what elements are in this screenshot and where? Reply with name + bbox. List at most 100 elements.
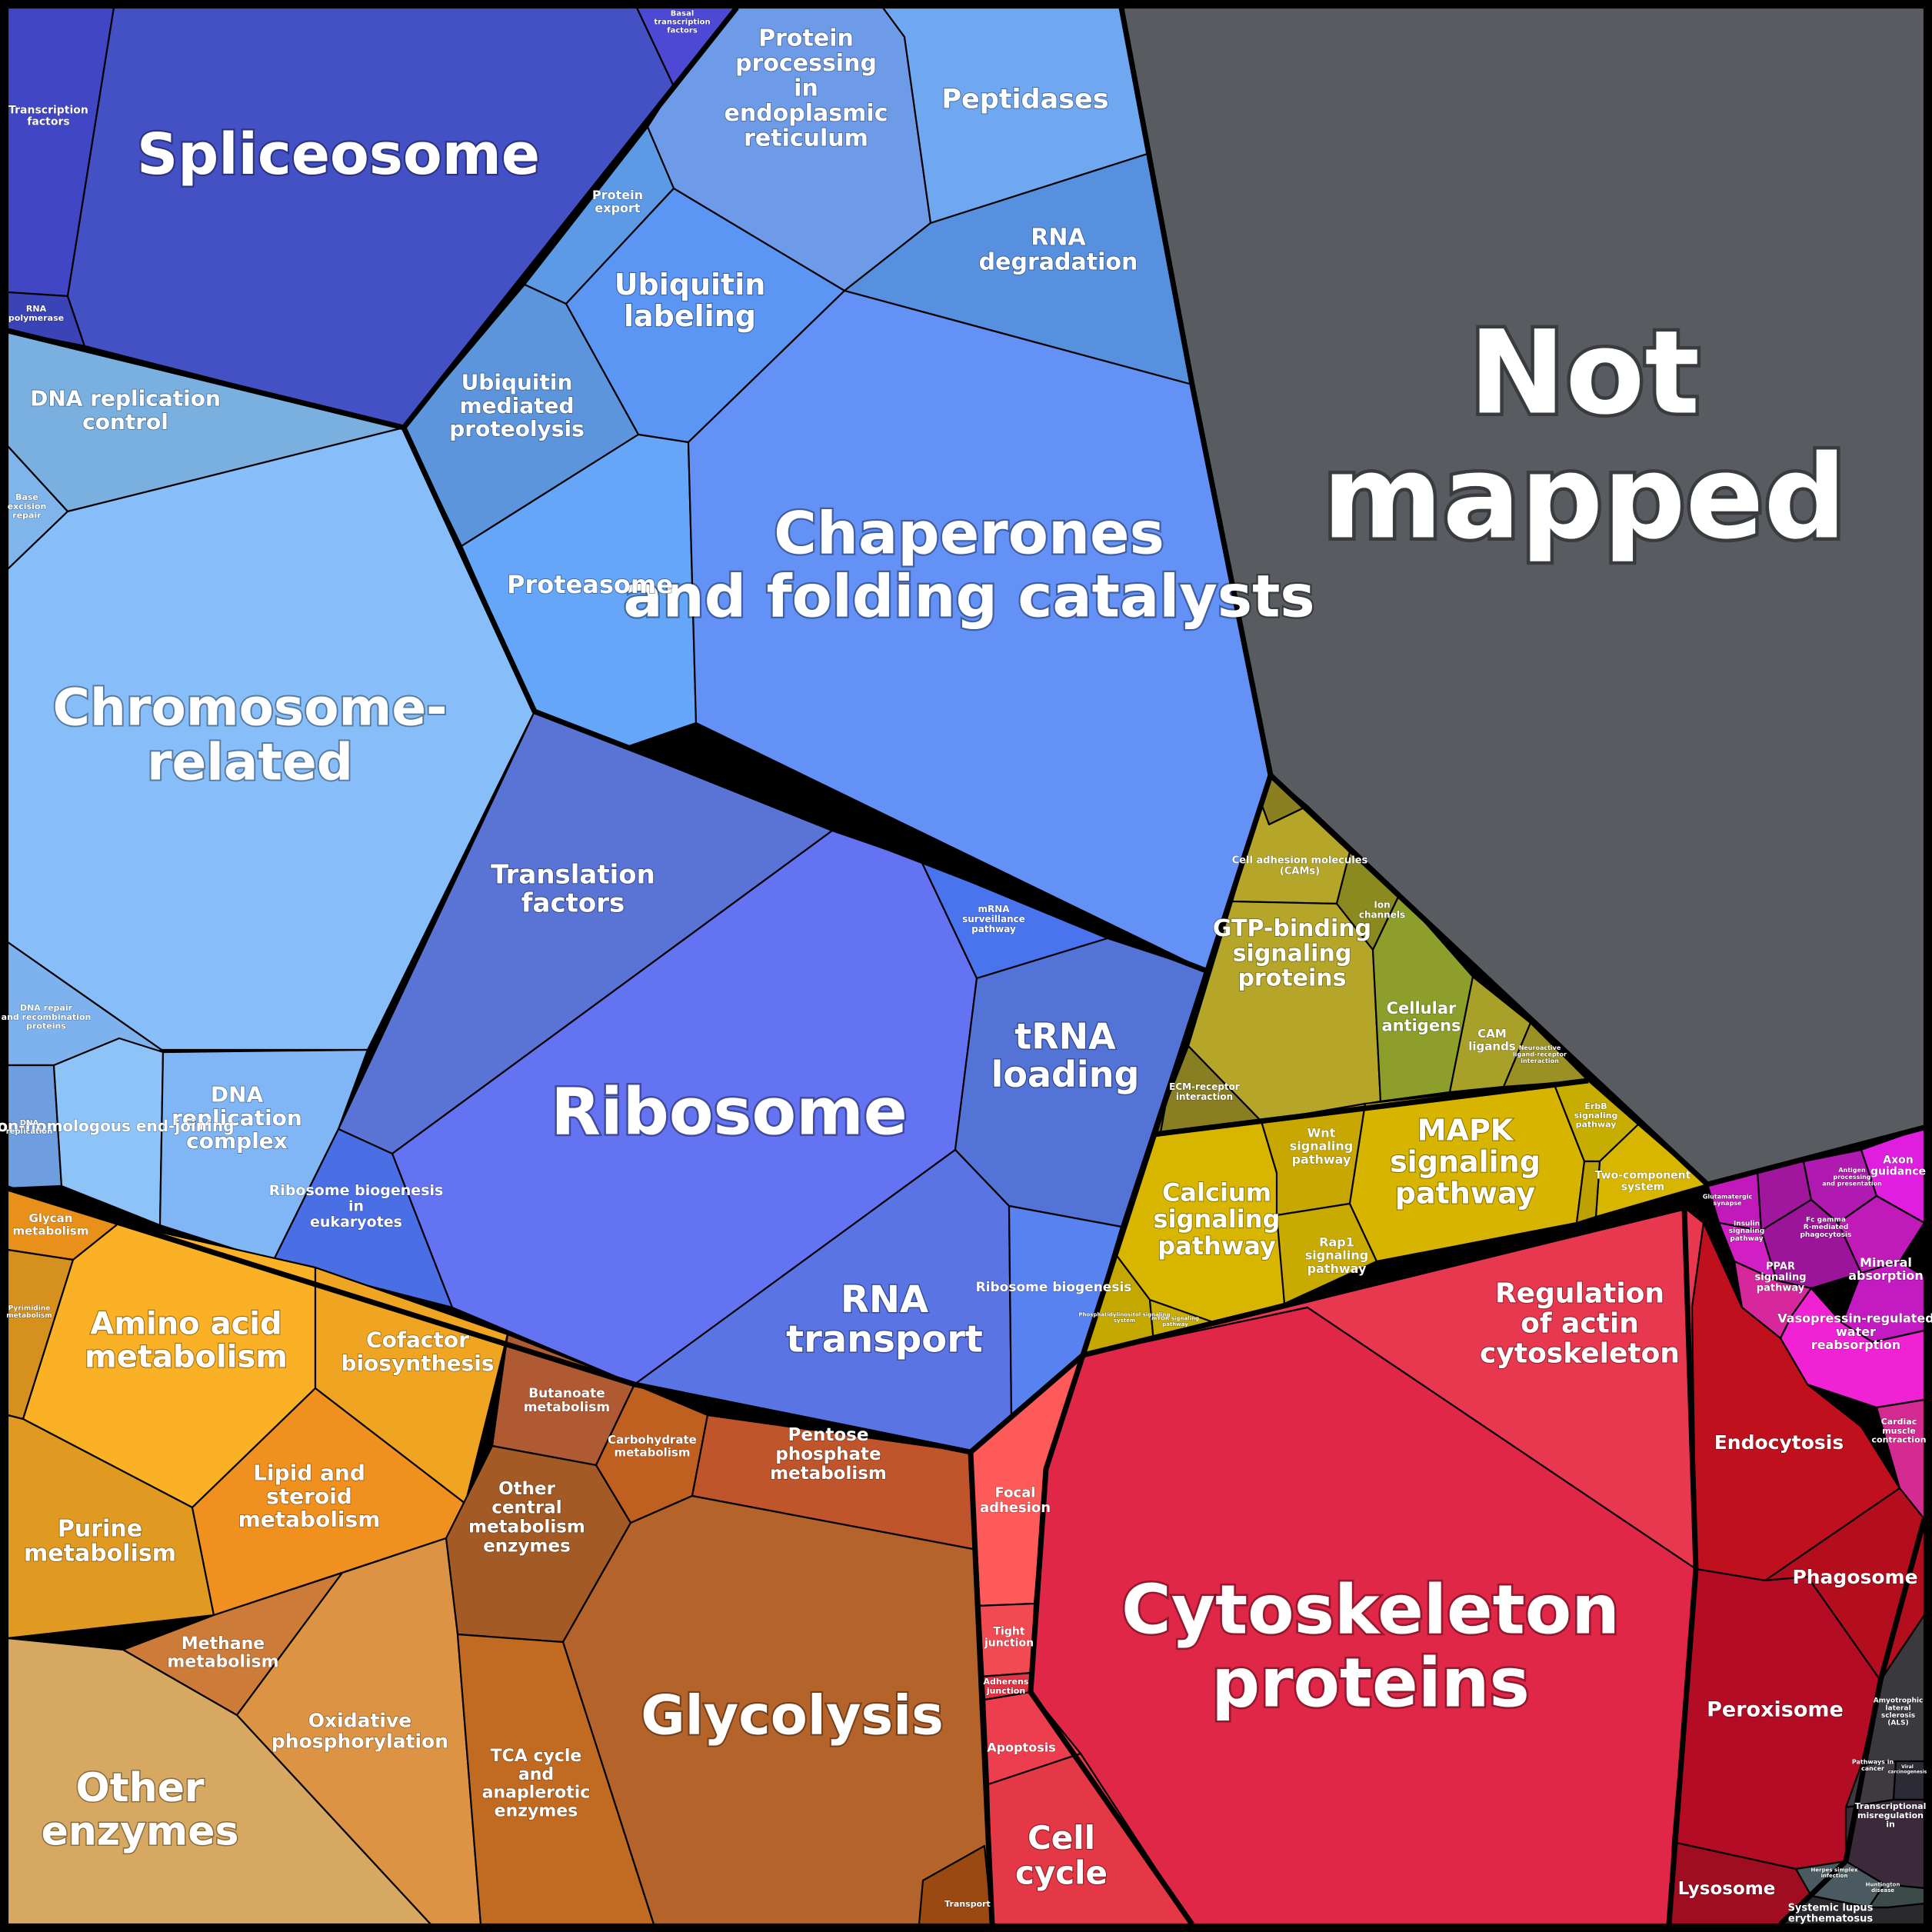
border-signal-split — [1153, 1078, 1589, 1138]
label-pentose: Pentose phosphate metabolism — [770, 1425, 887, 1484]
label-two-component: Two-component system — [1595, 1169, 1691, 1193]
label-cardiac: Cardiac muscle contraction — [1872, 1417, 1927, 1445]
label-chaperones: Chaperones and folding catalysts — [623, 499, 1314, 631]
label-endocytosis: Endocytosis — [1714, 1431, 1844, 1454]
cell-tca — [456, 1633, 655, 1926]
label-purine: Purine metabolism — [24, 1515, 176, 1567]
label-axon-guidance: Axon guidance — [1870, 1154, 1926, 1178]
label-spliceosome: Spliceosome — [137, 122, 540, 188]
label-lipid: Lipid and steroid metabolism — [238, 1461, 381, 1532]
label-herpes: Herpes simplex infection — [1811, 1867, 1858, 1880]
border-genetic-info — [6, 774, 1274, 1455]
label-proteasome: Proteasome — [507, 570, 673, 599]
label-ion-channels: Ion channels — [1359, 900, 1405, 921]
cell-jak-stat — [1575, 1160, 1601, 1224]
label-sle: Systemic lupus erythematosus — [1788, 1903, 1874, 1925]
label-cytoskeleton-proteins: Cytoskeleton proteins — [1121, 1570, 1620, 1722]
label-dna-repair: DNA repair and recombination proteins — [2, 1003, 92, 1031]
border-organelles — [1666, 1207, 1699, 1925]
label-gtp-binding: GTP-binding signaling proteins — [1213, 915, 1371, 992]
label-peroxisome: Peroxisome — [1707, 1697, 1844, 1721]
label-nhej: Non-homologous end-joining — [0, 1117, 234, 1135]
label-dna-replication-complex: DNA replication complex — [172, 1082, 302, 1154]
cell-ribosome-biogenesis-euk — [271, 1128, 454, 1309]
label-trna-loading: tRNA loading — [991, 1015, 1140, 1095]
label-tca: TCA cycle and anaplerotic enzymes — [482, 1747, 591, 1820]
label-butanoate: Butanoate metabolism — [524, 1386, 610, 1415]
label-focal-adhesion: Focal adhesion — [980, 1485, 1051, 1516]
label-cofactor: Cofactor biosynthesis — [341, 1327, 495, 1376]
label-dna-replication-control: DNA replication control — [30, 386, 221, 435]
label-transcription-factors: Transcription factors — [8, 104, 88, 128]
label-base-excision-repair: Base excision repair — [8, 492, 47, 521]
label-protein-export: Protein export — [592, 188, 643, 215]
label-ubiquitin-labeling: Ubiquitin labeling — [615, 268, 766, 333]
cell-magenta-small-2 — [1837, 1194, 1926, 1274]
label-methane: Methane metabolism — [167, 1634, 278, 1672]
label-neuroactive: Neuroactive ligand-receptor interaction — [1513, 1044, 1567, 1064]
label-vasopressin: Vasopressin-regulated water reabsorption — [1777, 1311, 1932, 1353]
label-mtor: mTOR signaling pathway — [1151, 1316, 1199, 1328]
label-rna-transport: RNA transport — [786, 1278, 983, 1361]
label-mineral-absorption: Mineral absorption — [1848, 1255, 1924, 1283]
label-viral-carcinogenesis: Viral carcinogenesis — [1888, 1764, 1927, 1774]
label-regulation-actin: Regulation of actin cytoskeleton — [1480, 1278, 1680, 1370]
label-fc-gamma: Fc gamma R-mediated phagocytosis — [1800, 1216, 1851, 1238]
label-protein-processing-er: Protein processing in endoplasmic reticulum — [724, 25, 888, 152]
label-wnt: Wnt signaling pathway — [1290, 1125, 1353, 1167]
label-antigen-processing: Antigen processing and presentation — [1822, 1167, 1882, 1187]
label-ubiquitin-proteolysis: Ubiquitin mediated proteolysis — [449, 370, 584, 441]
label-other-enzymes: Other enzymes — [42, 1765, 239, 1854]
label-transport: Transport — [944, 1899, 991, 1909]
label-ribosome-biogenesis: Ribosome biogenesis — [976, 1280, 1132, 1295]
label-erbb: ErbB signaling pathway — [1574, 1101, 1618, 1130]
label-glutamatergic: Glutamatergic synapse — [1703, 1193, 1753, 1207]
labels-layer: Not mapped Spliceosome Chaperones and foldin… — [0, 9, 1932, 1925]
label-pathways-cancer: Pathways in cancer — [1852, 1758, 1894, 1772]
label-dna-replication: DNA replication — [6, 1119, 53, 1136]
label-insulin: Insulin signaling pathway — [1729, 1220, 1764, 1242]
label-ribosome-biogenesis-euk: Ribosome biogenesis in eukaryotes — [269, 1182, 444, 1231]
label-adherens-junction: Adherens junction — [984, 1677, 1029, 1696]
cell-vasopressin — [1779, 1287, 1926, 1409]
label-ppar: PPAR signaling pathway — [1755, 1261, 1807, 1294]
label-apoptosis: Apoptosis — [987, 1740, 1055, 1755]
label-ribosome: Ribosome — [551, 1074, 908, 1149]
border-disease — [1778, 1518, 1927, 1927]
label-transcriptional-misregulation: Transcriptional misregulation in — [1855, 1801, 1927, 1830]
label-carbohydrate: Carbohydrate metabolism — [608, 1433, 697, 1459]
label-cellular-antigens: Cellular antigens — [1381, 999, 1461, 1035]
label-als: Amyotrophic lateral sclerosis (ALS) — [1874, 1697, 1924, 1727]
label-rna-degradation: RNA degradation — [979, 224, 1138, 275]
label-lysosome: Lysosome — [1678, 1879, 1776, 1899]
label-oxidative: Oxidative phosphorylation — [271, 1709, 448, 1752]
label-rna-polymerase: RNA polymerase — [8, 304, 64, 323]
label-glycan-metabolism: Glycan metabolism — [13, 1211, 89, 1237]
label-huntington: Huntington disease — [1866, 1882, 1900, 1894]
label-cell-adhesion-molecules: Cell adhesion molecules (CAMs) — [1232, 855, 1368, 878]
label-mapk: MAPK signaling pathway — [1390, 1113, 1541, 1210]
label-other-central: Other central metabolism enzymes — [468, 1479, 585, 1557]
label-basal-tf: Basal transcription factors — [654, 10, 710, 35]
label-tight-junction: Tight junction — [984, 1625, 1034, 1649]
label-peptidases: Peptidases — [941, 84, 1108, 115]
label-ecm-receptor: ECM-receptor interaction — [1169, 1081, 1240, 1102]
border-ribosome-block — [401, 426, 1208, 974]
label-pyrimidine: Pyrimidine metabolism — [6, 1304, 52, 1320]
label-rap1: Rap1 signaling pathway — [1305, 1234, 1368, 1276]
label-not-mapped: Not mapped — [1322, 307, 1846, 565]
label-cam-ligands: CAM ligands — [1468, 1027, 1516, 1053]
label-glycolysis: Glycolysis — [641, 1684, 944, 1747]
border-cytoskeleton-left — [1028, 1354, 1194, 1926]
label-calcium: Calcium signaling pathway — [1154, 1178, 1281, 1261]
border-metabolism-red — [968, 1451, 995, 1925]
label-phosphatidylinositol: Phosphatidylinositol signaling system — [1078, 1312, 1170, 1324]
cell-other-enzymes — [6, 1637, 432, 1926]
label-chromosome-related: Chromosome-related — [53, 678, 448, 791]
label-cell-cycle: Cell cycle — [1015, 1819, 1108, 1891]
label-amino-acid: Amino acid metabolism — [85, 1306, 288, 1374]
label-phagosome: Phagosome — [1792, 1566, 1917, 1588]
label-translation-factors: Translation factors — [491, 860, 655, 919]
